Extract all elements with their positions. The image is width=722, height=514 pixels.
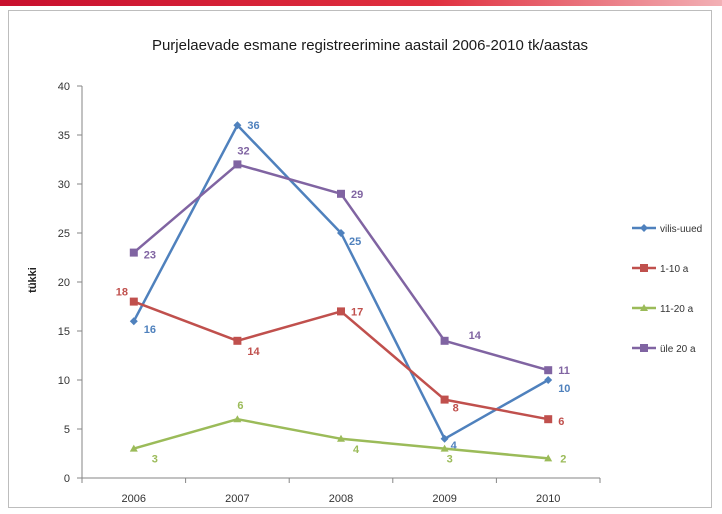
data-point	[129, 297, 138, 306]
x-tick-label: 2007	[225, 493, 249, 505]
data-label: 36	[247, 120, 259, 132]
y-tick-label: 0	[64, 473, 70, 485]
x-tick-label: 2009	[432, 493, 456, 505]
data-point	[640, 344, 648, 352]
legend-item: üle 20 a	[632, 344, 696, 355]
data-label: 11	[558, 365, 570, 377]
legend-item: vilis-uued	[632, 224, 702, 235]
data-label: 6	[558, 416, 564, 428]
y-tick-label: 20	[58, 277, 70, 289]
legend-label: 1-10 a	[660, 264, 689, 275]
data-label: 32	[237, 145, 249, 157]
data-label: 29	[351, 189, 363, 201]
data-label: 10	[558, 383, 570, 395]
series-4: 23 32 29 14 11	[129, 145, 570, 377]
axes: 0 5 10 15 20 25 30 35 40 2006 2007 2008 2009 2010	[58, 81, 601, 505]
data-point	[640, 304, 648, 311]
data-point	[640, 224, 648, 232]
data-point	[440, 395, 449, 404]
data-point	[337, 434, 345, 442]
y-tick-label: 30	[58, 179, 70, 191]
series-line	[133, 300, 549, 421]
y-tick-label: 5	[64, 424, 70, 436]
legend: vilis-uued 1-10 a 11-20 a üle 20 a	[632, 224, 702, 355]
data-point	[129, 317, 138, 326]
data-point	[544, 376, 553, 384]
data-label: 8	[453, 403, 459, 415]
data-point	[440, 336, 449, 345]
x-tick-label: 2008	[329, 493, 353, 505]
data-label: 3	[447, 454, 453, 466]
data-label: 25	[349, 236, 361, 248]
data-label: 4	[353, 444, 360, 456]
data-point	[337, 189, 345, 198]
y-axis-label: tükki	[27, 267, 39, 293]
x-tick-label: 2006	[122, 493, 146, 505]
chart-title: Purjelaevade esmane registreerimine aast…	[152, 37, 588, 54]
chart-frame	[8, 10, 712, 508]
legend-label: vilis-uued	[660, 224, 702, 235]
legend-item: 11-20 a	[632, 304, 694, 315]
data-point	[233, 121, 242, 130]
y-tick-label: 35	[58, 130, 70, 142]
legend-label: üle 20 a	[660, 344, 696, 355]
legend-item: 1-10 a	[632, 264, 689, 275]
data-point	[233, 336, 242, 345]
data-point	[233, 160, 242, 169]
series-3: 3 6 4 3 2	[129, 400, 566, 466]
data-point	[544, 454, 553, 462]
data-point	[129, 248, 138, 257]
data-label: 16	[144, 324, 156, 336]
data-label: 17	[351, 306, 363, 318]
x-tick-label: 2010	[536, 493, 560, 505]
data-point	[640, 264, 648, 272]
data-label: 14	[247, 346, 260, 358]
data-point	[440, 434, 449, 443]
series-line	[132, 123, 549, 441]
data-point	[129, 444, 138, 452]
data-point	[337, 229, 345, 237]
series-2: 18 14 17 8 6	[116, 287, 565, 429]
data-label: 4	[451, 440, 458, 452]
legend-label: 11-20 a	[660, 304, 694, 315]
y-tick-label: 25	[58, 228, 70, 240]
data-point	[233, 415, 242, 423]
data-label: 6	[237, 400, 243, 412]
data-label: 3	[152, 454, 158, 466]
data-point	[440, 444, 449, 452]
data-label: 2	[560, 453, 566, 465]
y-tick-label: 40	[58, 81, 70, 93]
data-point	[337, 307, 345, 316]
y-tick-label: 10	[58, 375, 70, 387]
y-tick-label: 15	[58, 326, 70, 338]
data-label: 18	[116, 287, 128, 299]
series-1: 16 36 25 4 10	[129, 120, 570, 452]
data-point	[544, 415, 553, 424]
top-accent-bar	[0, 0, 722, 6]
data-point	[544, 366, 553, 375]
data-label: 23	[144, 250, 156, 262]
data-label: 14	[469, 330, 482, 342]
